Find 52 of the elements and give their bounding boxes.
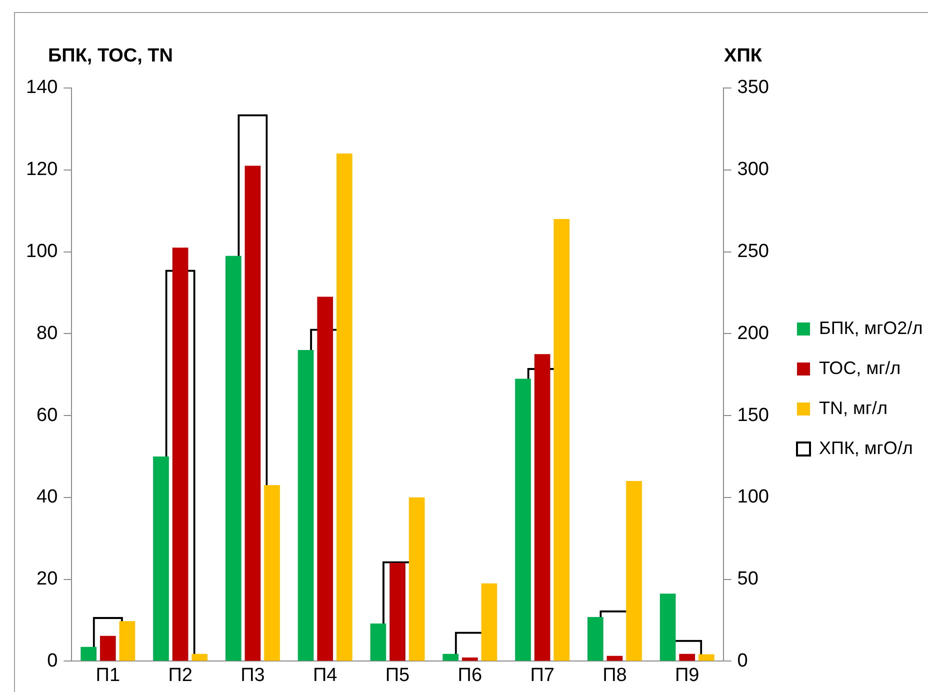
y2-axis-title: ХПК <box>724 46 762 67</box>
legend-label: ХПК, мгО/л <box>819 438 913 458</box>
bar <box>660 594 676 661</box>
bar <box>336 154 352 661</box>
bar <box>264 485 280 661</box>
legend-label: ТОС, мг/л <box>819 358 901 378</box>
y2-tick-label: 50 <box>737 568 758 590</box>
x-tick-label: П6 <box>458 664 482 686</box>
bar <box>534 354 550 661</box>
bar <box>481 583 498 661</box>
y-tick-label: 60 <box>36 404 58 426</box>
bar <box>298 350 314 661</box>
x-tick-label: П5 <box>385 664 410 686</box>
x-tick-label: П1 <box>96 664 120 686</box>
y2-tick-label: 250 <box>737 241 769 262</box>
y2-tick-label: 100 <box>737 486 769 508</box>
y-tick-label: 20 <box>36 568 58 590</box>
y2-tick-label: 350 <box>737 77 769 98</box>
bar <box>462 658 478 661</box>
x-tick-label: П8 <box>602 664 627 686</box>
x-tick-label: П9 <box>674 664 700 686</box>
bar <box>698 654 714 661</box>
bar <box>192 654 208 661</box>
legend-label: TN, мг/л <box>819 398 888 418</box>
bar <box>153 456 169 661</box>
bar <box>554 219 570 661</box>
bar <box>515 378 531 661</box>
bar <box>626 481 642 661</box>
bar <box>80 646 97 661</box>
bar <box>587 616 604 661</box>
y-tick-label: 120 <box>26 159 58 180</box>
y2-tick-label: 0 <box>737 650 748 672</box>
x-tick-label: П4 <box>312 664 338 686</box>
x-tick-label: П7 <box>530 664 554 686</box>
bar <box>317 296 334 661</box>
y-tick-label: 140 <box>26 77 58 98</box>
legend-label: БПК, мгО2/л <box>819 318 923 338</box>
x-tick-label: П3 <box>240 664 265 686</box>
y-tick-label: 80 <box>36 322 58 344</box>
x-tick-label: П2 <box>168 664 192 686</box>
y2-tick-label: 150 <box>737 404 769 426</box>
bar <box>679 654 696 661</box>
y-tick-label: 0 <box>47 650 58 672</box>
y2-tick-label: 200 <box>737 322 769 344</box>
bar <box>606 656 623 661</box>
bar <box>370 624 386 661</box>
y-tick-label: 40 <box>36 486 58 508</box>
bar <box>100 636 116 661</box>
bar <box>442 654 459 661</box>
y2-tick-label: 300 <box>737 159 769 180</box>
y-axis-title: БПК, ТОС, TN <box>48 46 173 67</box>
y-tick-label: 100 <box>26 241 58 262</box>
